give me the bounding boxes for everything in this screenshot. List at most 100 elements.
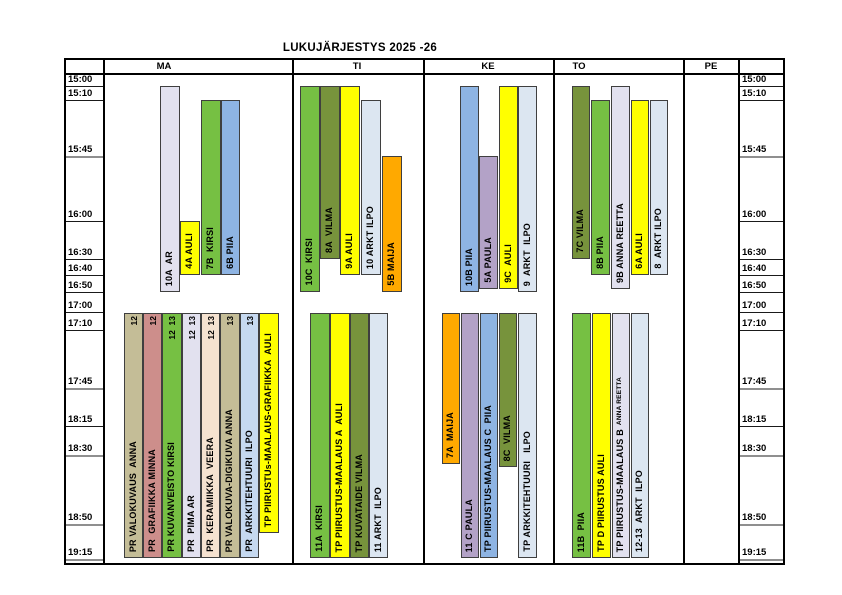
class-bar-label: 11A KIRSI	[314, 505, 325, 552]
class-bar: 10A AR	[160, 86, 180, 292]
time-gridline	[740, 524, 783, 526]
class-bar-label: TP PIIRUSTUs-MAALAUS-GRAFIIKKA AULI	[263, 332, 274, 527]
day-header-ma: MA	[156, 61, 172, 72]
class-bar: 13 PR VALOKUVA-DIGIKUVA ANNA	[220, 313, 240, 558]
class-bar: 8B PIIA	[591, 100, 610, 275]
class-bar: 7C VILMA	[572, 86, 590, 259]
class-bar-label: PR ARKKITEHTUURI ILPO	[243, 430, 254, 552]
class-bar-label: 10B PIIA	[463, 247, 474, 286]
class-bar: 12 PR VALOKUVAUS ANNA	[124, 313, 143, 558]
class-bar-label: PR VALOKUVA-DIGIKUVA ANNA	[224, 408, 235, 552]
time-label: 19:15	[742, 547, 767, 558]
timetable-grid: MA TI KE TO PE 15:00 15:00 15:10 15:10 15:45 15:45…	[64, 58, 785, 565]
time-gridline	[66, 559, 103, 561]
time-gridline	[66, 524, 103, 526]
class-bar-label: TP PIIRUSTUS-MAALAUS A AULI	[334, 402, 345, 552]
class-bar: TP PIIRUSTUS-MAALAUS C PIIA	[480, 313, 498, 558]
class-bar-label: PR PIMA AR	[185, 494, 196, 552]
class-bar-label: 9B ANNA REETTA	[614, 203, 625, 283]
time-label: 16:30	[742, 247, 767, 258]
time-label: 15:10	[742, 88, 767, 99]
class-bar-label: 5B MAIJA	[386, 242, 397, 286]
class-bar-label: 11B PIIA	[575, 511, 586, 552]
column-divider	[292, 60, 294, 563]
class-bar-label: 7C VILMA	[575, 209, 586, 253]
class-bar-label: 6A AULI	[634, 233, 645, 269]
time-label: 18:30	[68, 443, 93, 454]
class-bar: 6A AULI	[631, 100, 649, 275]
day-header-pe: PE	[704, 61, 718, 72]
time-label: 17:10	[742, 318, 767, 329]
time-label: 18:30	[742, 443, 767, 454]
class-bar: 5B MAIJA	[382, 156, 402, 292]
class-bar-label: TP D PIIRUSTUS AULI	[595, 454, 606, 552]
class-bar: TP ARKKITEHTUURI ILPO	[518, 313, 537, 558]
class-bar: 9 ARKT ILPO	[518, 86, 537, 292]
class-bar: 8 ARKT ILPO	[650, 100, 668, 275]
time-label: 15:00	[68, 74, 93, 85]
time-gridline	[740, 330, 783, 331]
time-label: 15:45	[742, 144, 767, 155]
class-bar-label: TP PIIRUSTUS-MAALAUS C PIIA	[483, 405, 494, 552]
time-label: 17:45	[68, 376, 93, 387]
time-gridline	[66, 426, 103, 427]
time-gridline	[66, 156, 103, 158]
class-bar: 10 ARKT ILPO	[361, 100, 381, 275]
class-bar-label: PR KUVANVEISTO KIRSI	[166, 442, 177, 552]
time-gridline	[740, 221, 783, 222]
class-bar-badge: 13	[244, 316, 255, 326]
time-gridline	[740, 388, 783, 390]
time-label: 17:45	[742, 376, 767, 387]
time-label: 16:00	[742, 209, 767, 220]
class-bar: 13 PR ARKKITEHTUURI ILPO	[240, 313, 259, 558]
class-bar-label: 7A MAIJA	[445, 412, 456, 458]
class-bar: 8A VILMA	[320, 86, 340, 259]
class-bar: 11 ARKT ILPO	[369, 313, 388, 558]
class-bar-label: TP ARKKITEHTUURI ILPO	[521, 431, 532, 552]
class-bar: 12-13 ARKT ILPO	[631, 313, 649, 558]
class-bar-label: 8B PIIA	[594, 236, 605, 269]
time-label: 16:40	[742, 263, 767, 274]
class-bar-label: 10 ARKT ILPO	[365, 205, 376, 269]
day-header-ke: KE	[481, 61, 495, 72]
class-bar-badge: 12	[147, 316, 158, 326]
time-label: 16:40	[68, 263, 93, 274]
class-bar-label: PR VALOKUVAUS ANNA	[127, 440, 138, 552]
time-gridline	[66, 86, 103, 87]
time-gridline	[740, 292, 783, 293]
class-bar: TP PIIRUSTUS-MAALAUS A AULI	[330, 313, 350, 558]
class-bar: 5A PAULA	[479, 156, 498, 289]
time-label: 18:50	[742, 512, 767, 523]
time-gridline	[66, 388, 103, 390]
time-gridline	[66, 312, 103, 313]
class-bar: 10C KIRSI	[300, 86, 320, 292]
class-bar: 12 13 PR PIMA AR	[182, 313, 201, 558]
class-bar: 12 13 PR KERAMIIKKA VEERA	[201, 313, 220, 558]
time-label: 16:30	[68, 247, 93, 258]
class-bar-label: 10A AR	[164, 250, 175, 286]
class-bar: TP PIIRUSTUs-MAALAUS-GRAFIIKKA AULI	[259, 313, 279, 533]
time-label: 18:50	[68, 512, 93, 523]
time-gridline	[740, 100, 783, 101]
class-bar-label: 4A AULI	[184, 233, 195, 269]
class-bar: 8C VILMA	[499, 313, 517, 467]
time-label: 18:15	[68, 414, 93, 425]
day-header-ti: TI	[352, 61, 362, 72]
class-bar: 9A AULI	[340, 86, 360, 275]
time-gridline	[66, 455, 103, 457]
class-bar-label: 5A PAULA	[482, 237, 493, 283]
timetable-title: LUKUJÄRJESTYS 2025 -26	[282, 42, 438, 54]
class-bar-label: 9A AULI	[344, 233, 355, 269]
time-gridline	[66, 100, 103, 101]
header-divider	[66, 73, 783, 75]
class-bar: TP PIIRUSTUS-MAALAUS B ANNA REETTA	[612, 313, 630, 558]
class-bar: 7A MAIJA	[442, 313, 460, 464]
class-bar-badge: 12 13	[186, 316, 197, 340]
time-label: 15:10	[68, 88, 93, 99]
class-bar: 11A KIRSI	[310, 313, 330, 558]
time-label: 16:50	[68, 280, 93, 291]
time-gridline	[66, 330, 103, 331]
day-header-to: TO	[572, 61, 586, 72]
class-bar: 12 PR GRAFIIKKA MINNA	[143, 313, 162, 558]
